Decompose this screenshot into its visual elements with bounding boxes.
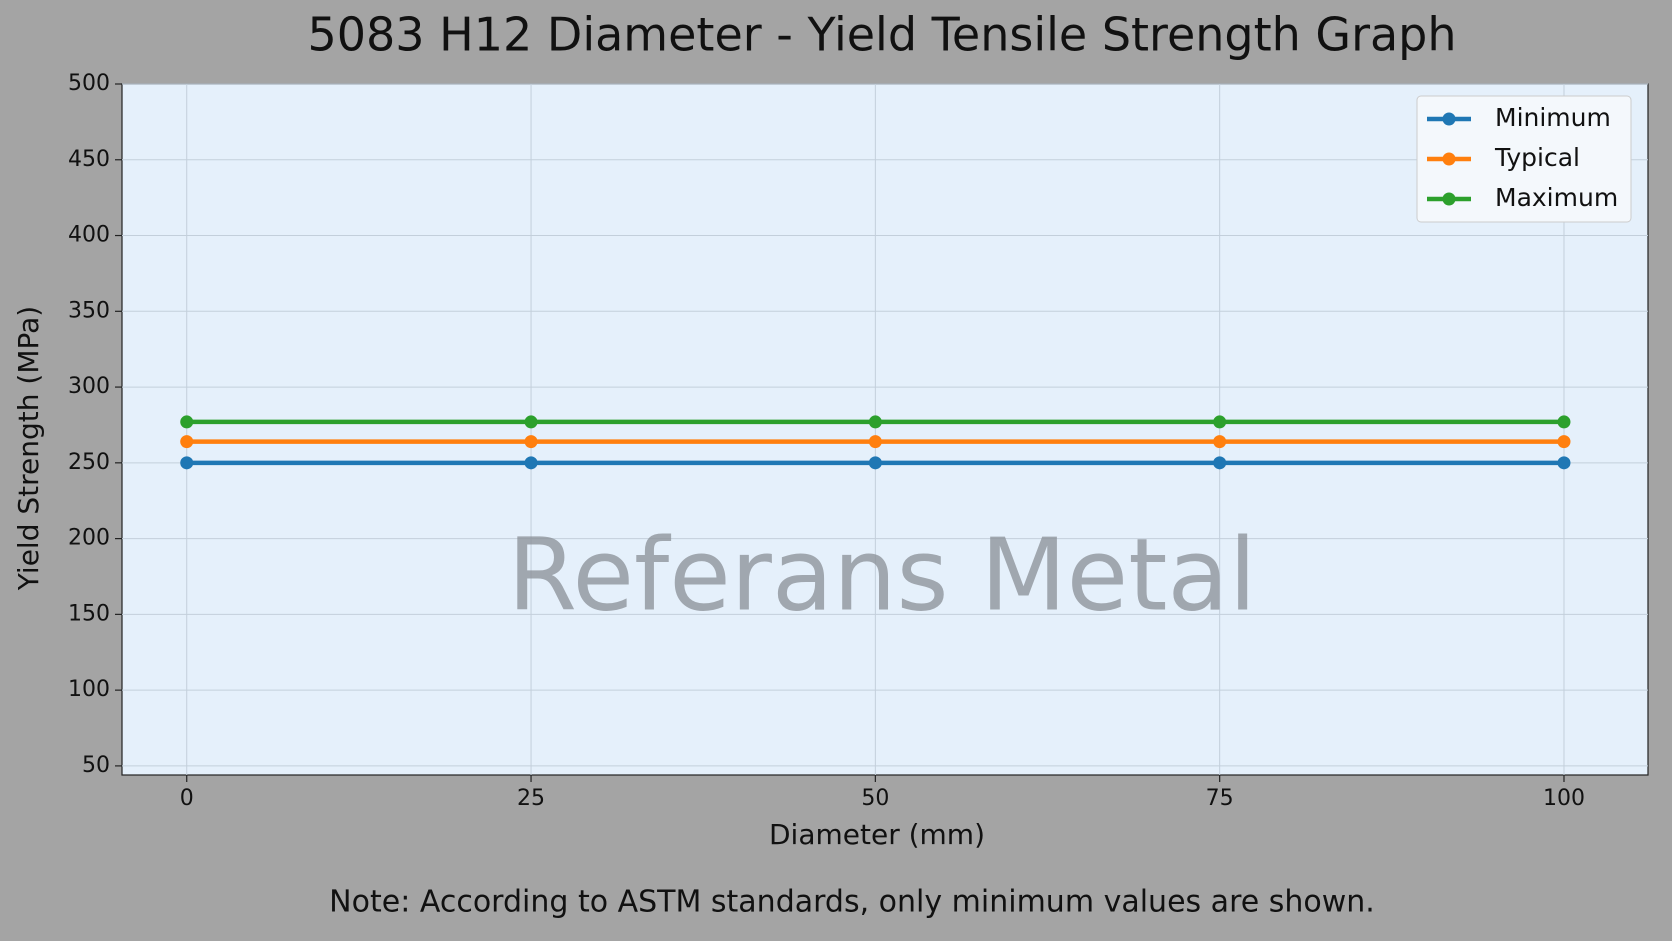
- legend-marker: [1442, 152, 1456, 166]
- data-point: [868, 435, 882, 449]
- data-point: [1213, 435, 1227, 449]
- data-point: [180, 456, 194, 470]
- x-tick-label: 75: [1206, 786, 1234, 811]
- data-point: [180, 435, 194, 449]
- y-tick-label: 400: [68, 223, 110, 248]
- y-tick-label: 50: [82, 753, 110, 778]
- legend-marker: [1442, 112, 1456, 126]
- x-tick-label: 50: [861, 786, 889, 811]
- x-tick-label: 100: [1543, 786, 1585, 811]
- data-point: [524, 456, 538, 470]
- data-point: [1213, 456, 1227, 470]
- x-axis-label: Diameter (mm): [769, 818, 985, 851]
- plot-area: [121, 83, 1649, 776]
- data-point: [1557, 415, 1571, 429]
- legend-label: Minimum: [1495, 103, 1611, 132]
- y-axis-label: Yield Strength (MPa): [12, 306, 45, 591]
- legend-label: Typical: [1494, 143, 1580, 172]
- y-tick-label: 150: [68, 601, 110, 626]
- data-point: [1213, 415, 1227, 429]
- legend: Minimum Typical Maximum: [1416, 95, 1632, 223]
- data-point: [524, 435, 538, 449]
- data-point: [868, 456, 882, 470]
- y-tick-label: 500: [68, 71, 110, 96]
- y-tick-label: 450: [68, 147, 110, 172]
- legend-box: [1416, 95, 1632, 223]
- data-point: [180, 415, 194, 429]
- data-point: [1557, 435, 1571, 449]
- data-point: [1557, 456, 1571, 470]
- note: Note: According to ASTM standards, only …: [329, 885, 1375, 920]
- watermark: Referans Metal: [508, 516, 1257, 633]
- data-point: [868, 415, 882, 429]
- series-group: [180, 415, 1571, 470]
- data-point: [524, 415, 538, 429]
- x-tick-label: 0: [180, 786, 194, 811]
- y-tick-label: 250: [68, 450, 110, 475]
- y-tick-label: 350: [68, 298, 110, 323]
- grid: [115, 83, 1648, 782]
- x-tick-label: 25: [517, 786, 545, 811]
- legend-label: Maximum: [1495, 183, 1618, 212]
- y-tick-label: 100: [68, 677, 110, 702]
- legend-marker: [1442, 192, 1456, 206]
- y-tick-label: 300: [68, 374, 110, 399]
- chart-title: 5083 H12 Diameter - Yield Tensile Streng…: [307, 8, 1456, 62]
- y-tick-label: 200: [68, 526, 110, 551]
